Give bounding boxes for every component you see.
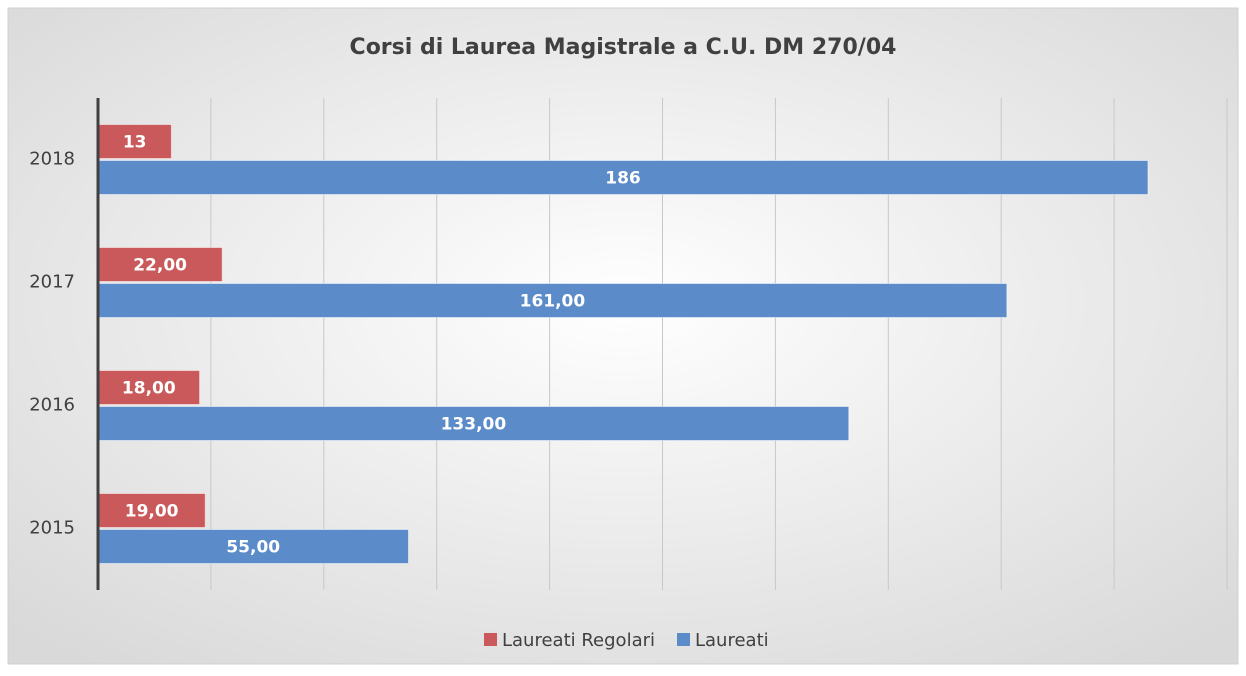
bar [97, 406, 850, 441]
y-tick-label: 2017 [29, 272, 75, 293]
data-label: 18,00 [122, 379, 176, 399]
bar [97, 529, 409, 564]
y-tick-label: 2016 [29, 395, 75, 416]
chart-title: Corsi di Laurea Magistrale a C.U. DM 270… [350, 35, 897, 60]
data-label: 22,00 [133, 256, 187, 276]
y-tick-label: 2018 [29, 149, 75, 170]
data-label: 133,00 [441, 415, 507, 435]
bar [97, 247, 223, 282]
data-label: 19,00 [125, 502, 179, 522]
legend-swatch [484, 633, 497, 646]
bar [97, 124, 172, 159]
legend-label: Laureati [695, 630, 769, 651]
bar [97, 493, 206, 528]
bar [97, 283, 1008, 318]
data-label: 13 [123, 133, 147, 153]
legend-swatch [677, 633, 690, 646]
chart-background [7, 7, 1239, 665]
legend-label: Laureati Regolari [502, 630, 655, 651]
bar [97, 160, 1149, 195]
y-tick-label: 2015 [29, 518, 75, 539]
data-label: 161,00 [520, 292, 586, 312]
data-label: 186 [605, 169, 641, 189]
data-label: 55,00 [226, 538, 280, 558]
